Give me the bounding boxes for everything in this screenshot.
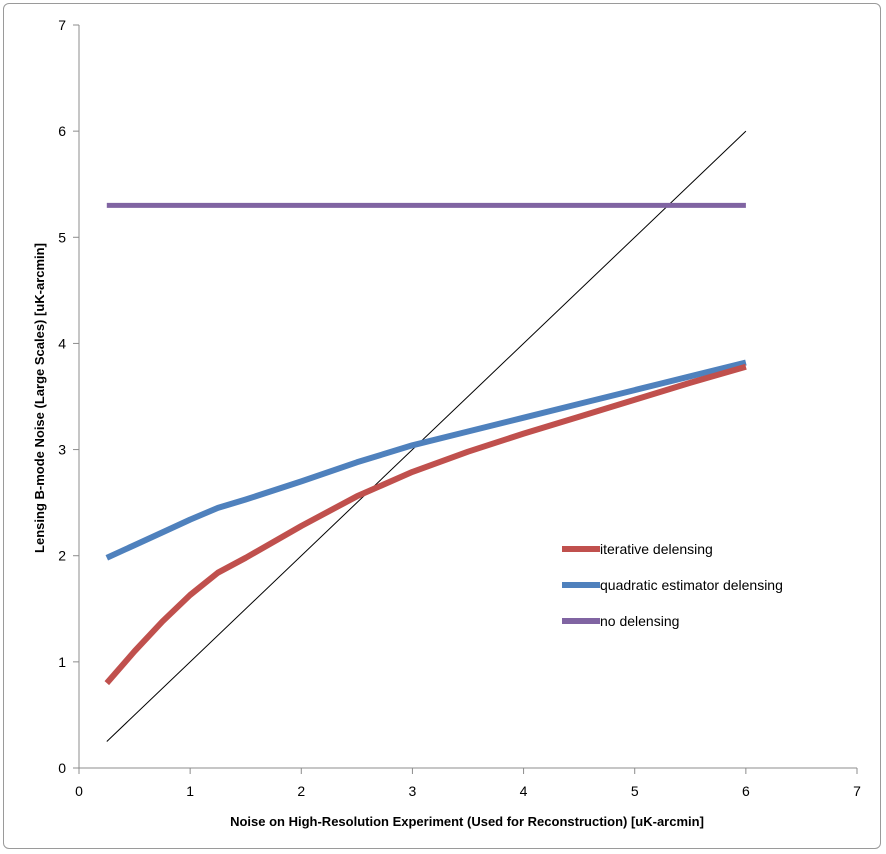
y-tick-label: 0 bbox=[58, 760, 66, 776]
y-tick-label: 6 bbox=[58, 123, 66, 139]
y-tick-label: 7 bbox=[58, 17, 66, 33]
x-tick-label: 6 bbox=[742, 783, 750, 799]
x-tick-label: 4 bbox=[520, 783, 528, 799]
y-axis-title: Lensing B-mode Noise (Large Scales) [uK-… bbox=[32, 243, 47, 553]
axes bbox=[73, 24, 858, 774]
x-tick-label: 7 bbox=[853, 783, 861, 799]
x-tick-label: 5 bbox=[631, 783, 639, 799]
reference-line bbox=[106, 130, 747, 742]
x-tick-label: 3 bbox=[409, 783, 417, 799]
x-tick-label: 0 bbox=[75, 783, 83, 799]
y-tick-label: 2 bbox=[58, 548, 66, 564]
chart-frame bbox=[3, 3, 881, 849]
legend: iterative delensing quadratic estimator d… bbox=[562, 541, 783, 629]
y-tick-label: 4 bbox=[58, 335, 66, 351]
y-tick-label: 3 bbox=[58, 442, 66, 458]
quadratic-estimator-delensing-line bbox=[105, 359, 747, 561]
iterative-delensing-line bbox=[104, 363, 747, 686]
x-axis-title: Noise on High-Resolution Experiment (Use… bbox=[230, 814, 704, 829]
tick-labels: 0 1 2 3 4 5 6 7 0 1 2 3 4 5 6 7 bbox=[58, 17, 861, 799]
x-tick-label: 2 bbox=[297, 783, 305, 799]
y-tick-label: 5 bbox=[58, 229, 66, 245]
legend-label: quadratic estimator delensing bbox=[600, 577, 783, 593]
y-tick-label: 1 bbox=[58, 654, 66, 670]
series-lines bbox=[104, 130, 747, 742]
legend-label: iterative delensing bbox=[600, 541, 713, 557]
x-tick-label: 1 bbox=[186, 783, 194, 799]
legend-label: no delensing bbox=[600, 613, 679, 629]
